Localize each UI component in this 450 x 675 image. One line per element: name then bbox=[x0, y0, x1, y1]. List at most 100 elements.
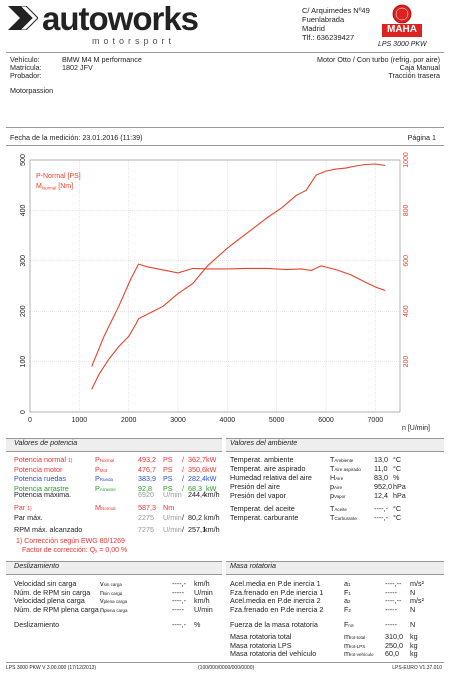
deslizamiento-row-unit: U/min bbox=[194, 587, 213, 597]
deslizamiento-row-symbol: vplena carga bbox=[100, 596, 128, 605]
potencia-max-label: Potencia máxima. bbox=[14, 490, 72, 499]
ambiente-title: Valores del ambiente bbox=[230, 438, 298, 447]
y-right-tick-label: 600 bbox=[403, 255, 410, 267]
masa-row-symbol: a1 bbox=[344, 579, 351, 588]
parmax-speed-unit: km/h bbox=[204, 513, 220, 522]
x-tick-label: 7000 bbox=[368, 417, 384, 424]
potencia-row-value-kw: 68,3 bbox=[188, 483, 202, 493]
masa-total-value: 310,0 bbox=[385, 632, 403, 641]
vehiculo-label: Vehículo: bbox=[10, 55, 40, 64]
masa-total-value: 60,0 bbox=[385, 649, 399, 658]
potencia-max-speed-unit: km/h bbox=[204, 490, 220, 499]
masa-row-label: Acel.media en P.de inercia 2 bbox=[230, 596, 321, 605]
fuerza-label: Fuerza de la masa rotatoria bbox=[230, 620, 318, 629]
potencia-row-value-ps: 383,9 bbox=[138, 474, 156, 483]
deslizamiento-row-value: ----,- bbox=[172, 579, 186, 588]
potencia-row-label: Potencia normal 1) bbox=[14, 455, 73, 464]
vehicle-note: Motorpassion bbox=[10, 86, 54, 95]
rpmmax-speed-unit: km/h bbox=[204, 525, 220, 534]
ambiente-row-label: Presión del aire bbox=[230, 482, 280, 491]
potencia-row-label: Potencia arrastre bbox=[14, 483, 69, 493]
plot-frame bbox=[29, 159, 401, 413]
masa-total-unit: kg bbox=[410, 640, 418, 650]
legend-power: P-Normal [PS] bbox=[36, 173, 81, 180]
potencia-header bbox=[6, 438, 222, 452]
par-unit: Nm bbox=[163, 503, 175, 512]
ambiente-row-symbol: TAmbiente bbox=[330, 455, 354, 464]
potencia-row-sep: / bbox=[182, 455, 184, 464]
logo-main: autoworks bbox=[42, 0, 199, 37]
x-tick-label: 3000 bbox=[170, 417, 186, 424]
ambiente-row-label: Humedad relativa del aire bbox=[230, 473, 312, 482]
rpmmax-label: RPM máx. alcanzado bbox=[14, 525, 83, 534]
divider bbox=[6, 145, 444, 146]
ambiente-row-label: Presión del vapor bbox=[230, 491, 286, 500]
x-tick-label: 6000 bbox=[318, 417, 334, 424]
ambiente-row-value: 952,0 bbox=[374, 482, 392, 491]
masa-row-symbol: F1 bbox=[344, 587, 351, 597]
maha-logo: MAHA bbox=[380, 4, 424, 38]
deslizamiento-row-value: ----- bbox=[172, 587, 184, 597]
divider bbox=[6, 127, 444, 128]
potencia-row-symbol: PArrastre bbox=[95, 483, 116, 493]
x-axis-label: n [U/min] bbox=[402, 425, 430, 432]
header: autoworks motorsport C/ Arquimedes Nº49 … bbox=[0, 0, 450, 52]
rpmmax-rpm-unit: U/min bbox=[163, 525, 182, 534]
ambiente-row-value: 83,0 bbox=[374, 473, 388, 482]
fuerza-unit: N bbox=[410, 620, 416, 629]
ambiente-row-symbol: HAire bbox=[330, 473, 344, 482]
x-tick-label: 5000 bbox=[269, 417, 285, 424]
parmax-speed: 80,2 bbox=[188, 513, 202, 522]
deslizamiento-row-symbol: nsin carga bbox=[100, 587, 123, 597]
potencia-row-value-ps: 476,7 bbox=[138, 464, 156, 474]
potencia-row-symbol: PNormal bbox=[95, 455, 115, 464]
x-tick-label: 0 bbox=[28, 417, 32, 424]
ambiente-row-unit: % bbox=[393, 473, 400, 482]
ambiente-header bbox=[226, 438, 444, 452]
potencia-row-symbol: PMot bbox=[95, 464, 108, 474]
ambiente-row-unit: °C bbox=[393, 504, 402, 513]
ambiente-row-unit: °C bbox=[393, 455, 402, 464]
potencia-row-unit-ps: PS bbox=[163, 455, 173, 464]
deslizamiento-row-symbol: vsin carga bbox=[100, 579, 122, 588]
deslizamiento-row-unit: km/h bbox=[194, 596, 210, 605]
potencia-title: Valores de potencia bbox=[14, 438, 78, 447]
correction-note: 1) Corrección según EWG 80/1269 bbox=[16, 538, 125, 545]
deslizamiento-row-label: Núm. de RPM sin carga bbox=[14, 587, 91, 597]
divider bbox=[6, 52, 444, 53]
logo-sub: motorsport bbox=[92, 36, 176, 46]
deslizamiento-row-value: ----- bbox=[172, 604, 184, 614]
potencia-max-rpm-unit: U/min bbox=[163, 490, 182, 499]
deslizamiento-row-value: ----,- bbox=[172, 596, 186, 605]
potencia-row-unit-kw: kW bbox=[206, 474, 217, 483]
series-line-power bbox=[91, 163, 386, 390]
fuerza-symbol: Frot bbox=[344, 620, 354, 629]
y-right-tick-label: 800 bbox=[403, 204, 410, 216]
y-right-tick-label: 400 bbox=[403, 305, 410, 317]
ambiente-row-value: ----,- bbox=[374, 504, 388, 513]
masa-row-unit: N bbox=[410, 604, 416, 614]
deslizamiento-row-label: Velocidad sin carga bbox=[14, 579, 77, 588]
maha-label: LPS 3000 PKW bbox=[378, 41, 427, 48]
masa-row-label: Fza.frenado en P.de inercia 2 bbox=[230, 604, 324, 614]
masa-row-unit: m/s² bbox=[410, 579, 424, 588]
potencia-row-value-kw: 362,7 bbox=[188, 455, 206, 464]
probador-label: Probador: bbox=[10, 71, 42, 80]
deslizamiento-row-unit: km/h bbox=[194, 579, 210, 588]
ambiente-row-label: Temperat. aire aspirado bbox=[230, 464, 306, 473]
ambiente-row-unit: hPa bbox=[393, 482, 406, 491]
masa-row-symbol: F2 bbox=[344, 604, 351, 614]
ambiente-row-symbol: TAceite bbox=[330, 504, 347, 513]
potencia-row-value-kw: 282,4 bbox=[188, 474, 206, 483]
par-symbol: MNormal bbox=[95, 503, 116, 512]
logo-chevron-icon bbox=[8, 5, 39, 31]
masa-total-label: Masa rotatoria total bbox=[230, 632, 292, 641]
y-left-tick-label: 200 bbox=[20, 305, 27, 317]
potencia-row-unit-ps: PS bbox=[163, 464, 173, 474]
potencia-row-sep: / bbox=[182, 483, 184, 493]
potencia-row-value-ps: 92,8 bbox=[138, 483, 152, 493]
deslizamiento-row-unit: U/min bbox=[194, 604, 213, 614]
parmax-sep: / bbox=[182, 513, 184, 522]
potencia-row-value-ps: 493,2 bbox=[138, 455, 156, 464]
potencia-row-symbol: PRueda bbox=[95, 474, 114, 483]
